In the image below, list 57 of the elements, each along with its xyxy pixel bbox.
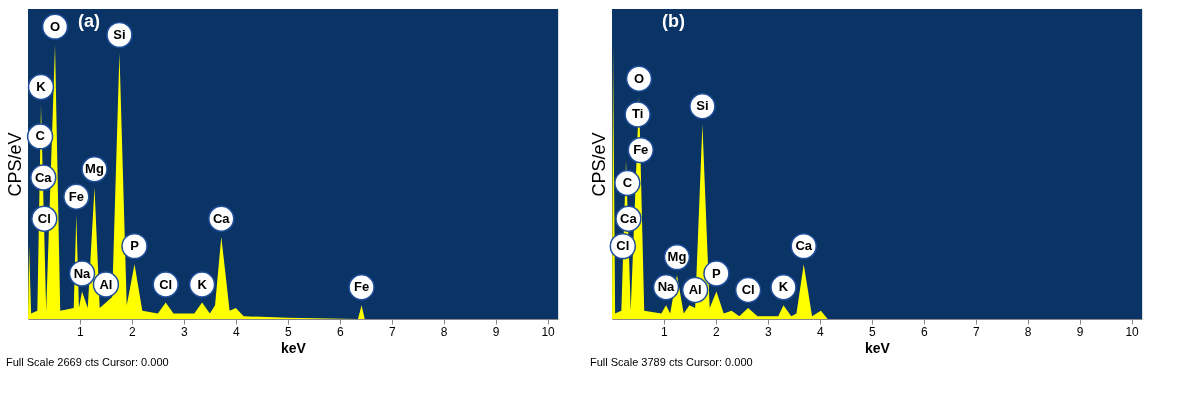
annotation: Al	[688, 282, 702, 298]
annotation: P	[712, 265, 722, 281]
x-tick-label: 8	[440, 324, 448, 339]
annotation: K	[778, 279, 789, 295]
x-tick-label: 6	[336, 324, 344, 339]
annotation: Cl	[741, 282, 755, 298]
x-tick-label: 6	[920, 324, 928, 339]
x-tick-label: 4	[233, 324, 240, 339]
x-tick-label: 7	[972, 324, 980, 339]
x-tick-label: 3	[181, 324, 189, 339]
annotation: C	[622, 175, 633, 191]
chart-title: (b)	[662, 11, 685, 31]
x-tick-label: 4	[817, 324, 824, 339]
annotation: Al	[99, 276, 113, 292]
x-tick-label: 3	[765, 324, 773, 339]
y-axis-title: CPS/eV	[4, 132, 25, 197]
annotation: Fe	[633, 142, 649, 158]
annotation: O	[633, 70, 645, 86]
annotation: Fe	[68, 188, 84, 204]
annotation: Mg	[667, 249, 687, 265]
x-tick-label: 8	[1024, 324, 1032, 339]
annotation: Ca	[620, 210, 638, 226]
x-axis-title: keV	[865, 339, 891, 356]
annotation: Mg	[85, 161, 104, 177]
x-tick-label: 1	[661, 324, 669, 339]
x-tick-label: 10	[1125, 324, 1140, 339]
annotation: Cl	[616, 238, 630, 254]
x-tick-label: 1	[77, 324, 85, 339]
x-tick-label: 9	[1076, 324, 1084, 339]
x-axis-title: keV	[281, 339, 307, 356]
x-tick-label: 7	[388, 324, 396, 339]
annotation: C	[35, 128, 46, 144]
annotation: Cl	[37, 210, 51, 226]
x-tick-label: 5	[284, 324, 292, 339]
x-tick-label: 9	[492, 324, 500, 339]
text: Full Scale 3789 cts Cursor: 0.000	[590, 356, 753, 368]
annotation: Ca	[212, 210, 231, 226]
annotation: Fe	[354, 279, 370, 295]
annotation: K	[197, 276, 208, 292]
x-tick-label: 5	[868, 324, 876, 339]
annotation: Ca	[34, 169, 53, 185]
x-tick-label: 2	[129, 324, 137, 339]
text: Full Scale 2669 cts Cursor: 0.000	[6, 356, 169, 368]
annotation: O	[49, 18, 61, 34]
annotation: Cl	[159, 276, 173, 292]
annotation: Ca	[795, 238, 813, 254]
x-tick-label: 10	[541, 324, 556, 339]
chart-title: (a)	[78, 11, 100, 31]
annotation: Na	[73, 265, 92, 281]
annotation: Na	[657, 279, 676, 295]
annotation: Ti	[631, 106, 644, 122]
x-tick-label: 2	[713, 324, 721, 339]
y-axis-title: CPS/eV	[588, 132, 609, 197]
annotation: Si	[113, 26, 126, 42]
annotation: P	[130, 238, 140, 254]
annotation: Si	[696, 98, 709, 114]
annotation: K	[36, 79, 47, 95]
